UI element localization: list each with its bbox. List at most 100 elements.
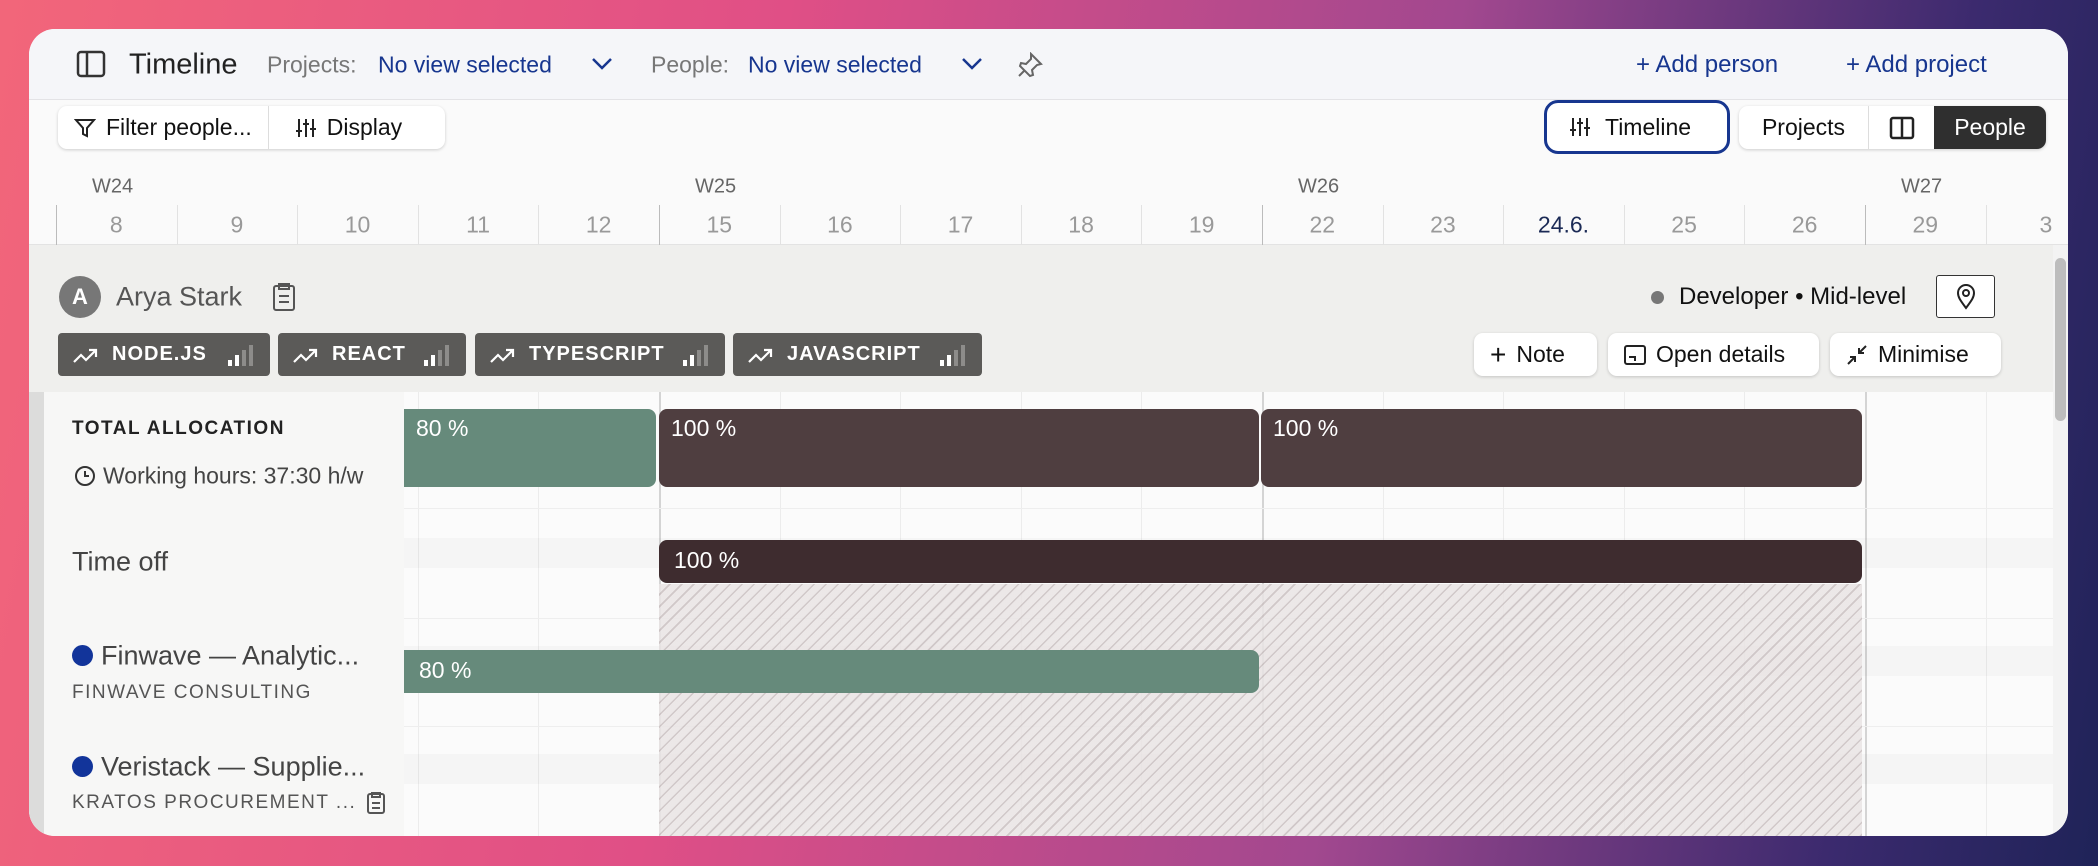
day-divider <box>417 205 419 245</box>
total-allocation-label: TOTAL ALLOCATION <box>72 418 285 439</box>
week-label: W25 <box>695 175 737 198</box>
day-label: 9 <box>230 211 244 238</box>
day-label: 11 <box>466 211 491 238</box>
day-label: 17 <box>947 211 974 238</box>
minimise-icon <box>1847 344 1867 365</box>
pin-icon[interactable] <box>1017 52 1043 78</box>
day-divider <box>1503 205 1505 245</box>
page-title: Timeline <box>129 48 238 81</box>
day-divider <box>1141 205 1143 245</box>
day-divider <box>1865 205 1866 245</box>
split-view[interactable] <box>1869 106 1934 149</box>
scrollbar-thumb[interactable] <box>2055 258 2066 421</box>
day-label: 8 <box>109 211 123 238</box>
skill-tag[interactable]: TYPESCRIPT <box>475 333 725 376</box>
client-name: KRATOS PROCUREMENT ... <box>72 792 357 813</box>
working-hours: Working hours: 37:30 h/w <box>103 462 364 489</box>
allocation-bar[interactable]: 80 % <box>404 409 656 487</box>
add-project[interactable]: + Add project <box>1846 51 1987 78</box>
filter-button[interactable]: Filter people... <box>58 106 269 149</box>
skill-level <box>940 344 965 366</box>
time-off-hatch <box>659 584 1862 836</box>
top-bar <box>29 29 2068 100</box>
skill-name: NODE.JS <box>112 343 207 365</box>
grid-line <box>417 392 419 836</box>
day-label: 15 <box>706 211 733 238</box>
timeline-view[interactable]: Timeline <box>1544 100 1730 154</box>
add-person-label: Add person <box>1655 51 1779 78</box>
filter-label: Filter people... <box>106 114 252 140</box>
day-divider <box>1623 205 1625 245</box>
day-divider <box>1985 205 1987 245</box>
project-name[interactable]: Veristack — Supplie... <box>101 751 366 782</box>
skill-tag[interactable]: REACT <box>278 333 466 376</box>
open-details-label: Open details <box>1656 341 1786 367</box>
display-button[interactable]: Display <box>279 106 418 149</box>
skill-level <box>228 344 253 366</box>
sidebar-icon[interactable] <box>76 50 106 78</box>
day-label: 16 <box>827 211 853 238</box>
time-off-label: Time off <box>72 546 169 577</box>
project-dot <box>72 756 93 777</box>
skill-icon <box>73 348 98 363</box>
week-label: W27 <box>1901 175 1943 198</box>
day-label: 23 <box>1430 211 1456 238</box>
calendar-header: W24 8 9 10 11 12 W25 15 16 17 18 19 W26 22 23 24.6. 25 26… <box>29 167 2068 245</box>
people-view[interactable]: People <box>1934 106 2046 149</box>
notes-icon[interactable] <box>366 791 386 815</box>
add-project-label: Add project <box>1865 51 1987 78</box>
note-button[interactable]: + Note <box>1474 333 1597 376</box>
day-label: 29 <box>1912 211 1939 238</box>
skill-name: REACT <box>332 343 406 365</box>
plus-icon: + <box>1490 338 1507 370</box>
row-divider <box>404 508 2053 509</box>
display-label: Display <box>326 114 403 140</box>
project-dot <box>72 645 93 666</box>
grid-line <box>1865 392 1867 836</box>
allocation-bar[interactable]: 100 % <box>1261 409 1862 487</box>
day-label: 10 <box>344 211 371 238</box>
filter-group: Filter people... Display <box>58 106 445 149</box>
view-switch: Projects People <box>1739 106 2046 149</box>
clock-icon <box>75 466 95 486</box>
chevron <box>592 58 612 70</box>
skill-tag[interactable]: JAVASCRIPT <box>733 333 982 376</box>
add-person[interactable]: + Add person <box>1636 51 1779 78</box>
day-label: 24.6. <box>1537 211 1590 238</box>
projects-view[interactable]: Projects <box>1739 106 1869 149</box>
day-divider <box>900 205 902 245</box>
day-label: 18 <box>1068 211 1094 238</box>
project-bar[interactable]: 80 % <box>404 650 1259 693</box>
week-label: W26 <box>1298 175 1340 198</box>
day-label: 19 <box>1188 211 1215 238</box>
day-divider <box>659 205 660 245</box>
split-icon <box>1889 116 1914 139</box>
projects-select[interactable]: No view selected <box>378 51 552 78</box>
client-name: FINWAVE CONSULTING <box>72 682 312 703</box>
day-divider <box>1262 205 1263 245</box>
person-role: Developer • Mid-level <box>1679 283 1907 310</box>
filter-icon <box>74 118 96 138</box>
day-divider <box>1382 205 1384 245</box>
allocation-bar[interactable]: 100 % <box>659 409 1259 487</box>
day-label: 26 <box>1791 211 1818 238</box>
person-name[interactable]: Arya Stark <box>116 281 243 312</box>
day-divider <box>779 205 781 245</box>
day-divider <box>1744 205 1746 245</box>
day-label: 22 <box>1309 211 1336 238</box>
project-name[interactable]: Finwave — Analytic... <box>101 640 360 671</box>
day-label: 25 <box>1671 211 1697 238</box>
minimise-button[interactable]: Minimise <box>1830 333 2001 376</box>
skill-icon <box>490 348 515 363</box>
skill-icon <box>748 348 773 363</box>
day-label: 12 <box>585 211 612 238</box>
location-button[interactable] <box>1936 275 1995 318</box>
status-dot <box>1651 291 1664 304</box>
notes-icon[interactable] <box>272 282 296 312</box>
open-details-button[interactable]: Open details <box>1608 333 1819 376</box>
people-select[interactable]: No view selected <box>748 51 922 78</box>
day-divider <box>538 205 540 245</box>
time-off-bar[interactable]: 100 % <box>659 540 1862 583</box>
skill-tag[interactable]: NODE.JS <box>58 333 270 376</box>
skill-name: TYPESCRIPT <box>529 343 665 365</box>
